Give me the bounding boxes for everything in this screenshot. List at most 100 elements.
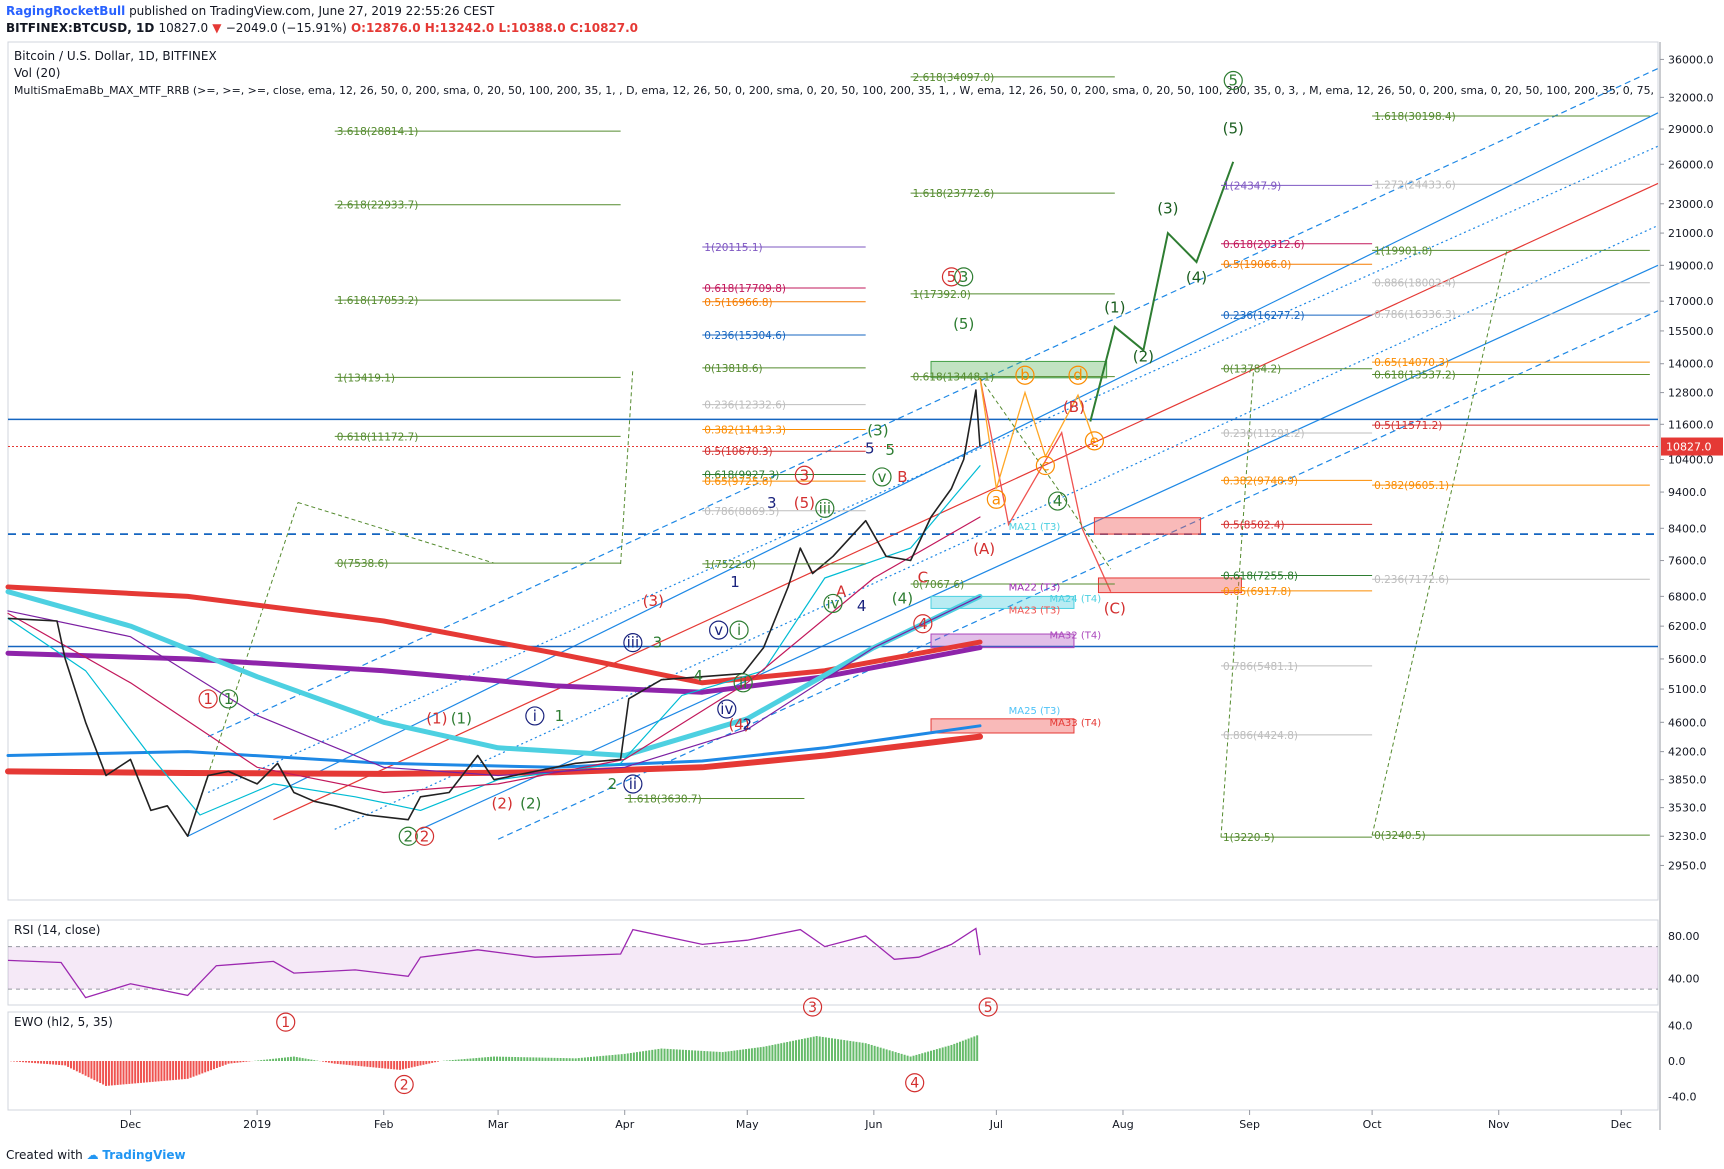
publish-line: RagingRocketBull published on TradingVie… <box>6 4 494 18</box>
elliott-wave-label: b <box>1020 366 1030 384</box>
y-tick-label: 6200.0 <box>1668 620 1707 633</box>
elliott-wave-label: 2 <box>608 775 618 793</box>
wave-label-circle <box>414 826 435 846</box>
trend-channel-line <box>273 182 1659 821</box>
down-arrow-icon: ▼ <box>212 21 222 35</box>
wave-label-circle <box>525 706 545 726</box>
y-tick-label: 26000.0 <box>1668 158 1714 171</box>
y-tick-label: 14000.0 <box>1668 358 1714 371</box>
x-tick-label: Feb <box>374 1118 393 1131</box>
elliott-wave-label: C <box>918 568 928 586</box>
elliott-wave-label: e <box>1090 432 1099 450</box>
elliott-wave-label: 5 <box>1228 72 1238 90</box>
wave-label-circle <box>815 498 835 518</box>
wave-label-circle <box>913 614 933 634</box>
x-tick-label: Jun <box>864 1118 882 1131</box>
fib-level-label: 0.618(13537.2) <box>1374 370 1456 382</box>
fib-level-label: 0(13784.2) <box>1223 364 1281 376</box>
wave-label-circle <box>954 267 974 287</box>
ma-legend-label: MA22 (T3) <box>1009 583 1061 594</box>
elliott-wave-label: 2 <box>403 827 413 845</box>
moving-average-line <box>5 584 983 686</box>
moving-average-line <box>5 589 983 758</box>
fib-level-label: 0(3240.5) <box>1374 830 1426 842</box>
chart-subtitle: Vol (20) <box>14 66 60 80</box>
wave-label-circle <box>398 826 418 846</box>
fib-level-label: 0.5(11571.2) <box>1374 420 1442 432</box>
rsi-line <box>7 927 981 999</box>
publish-info: published on TradingView.com, June 27, 2… <box>129 4 495 18</box>
elliott-wave-label: (5) <box>794 494 815 512</box>
elliott-wave-label: (3) <box>643 592 664 610</box>
elliott-wave-label: 5 <box>885 441 895 459</box>
y-tick-label: 10400.0 <box>1668 453 1714 466</box>
price-change: −2049.0 (−15.91%) <box>225 21 347 35</box>
last-price-badge <box>1661 437 1723 456</box>
wave-label-circle <box>198 689 218 709</box>
ewo-pane-frame <box>7 1011 1659 1111</box>
x-tick-label: Apr <box>615 1118 635 1131</box>
chart-canvas[interactable]: 36000.0 32000.0 29000.0 26000.0 23000.0 21000… <box>0 0 1724 1140</box>
ewo-wave-circle <box>905 1073 925 1093</box>
ma-legend-label: MA21 (T3) <box>1009 522 1061 533</box>
fib-level-label: 0.236(7172.6) <box>1374 574 1449 586</box>
projection-diagonal <box>620 368 634 564</box>
elliott-wave-label: c <box>1041 457 1049 475</box>
fib-level-label: 1(24347.9) <box>1223 180 1281 192</box>
x-tick-label: Aug <box>1112 1118 1133 1131</box>
elliott-wave-label: i <box>737 621 741 639</box>
elliott-wave-label: 2 <box>420 827 430 845</box>
wave-label-circle <box>872 467 892 487</box>
author-link[interactable]: RagingRocketBull <box>6 4 126 18</box>
fib-level-label: 0.65(14070.3) <box>1374 357 1449 369</box>
x-tick-label: 2019 <box>243 1118 271 1131</box>
fib-level-label: 1(19901.8) <box>1374 245 1432 257</box>
fib-level-label: 0(7538.6) <box>337 558 389 570</box>
y-tick-label: 23000.0 <box>1668 198 1714 211</box>
elliott-wave-label: i <box>533 707 537 725</box>
fib-level-label: 0.786(8869.5) <box>704 506 779 518</box>
y-tick-label: 5100.0 <box>1668 683 1707 696</box>
fib-level-label: 0.236(11291.2) <box>1223 428 1305 440</box>
fib-level-label: 0.5(19066.0) <box>1223 259 1291 271</box>
projection-diagonal <box>1371 250 1508 836</box>
elliott-wave-label: 4 <box>693 667 703 685</box>
elliott-wave-label: 3 <box>800 466 810 484</box>
y-tick-label: 5600.0 <box>1668 653 1707 666</box>
elliott-wave-label: ii <box>629 775 637 793</box>
forecast-path <box>979 377 1112 592</box>
y-tick-label: 4600.0 <box>1668 716 1707 729</box>
ohlc-open: O:12876.0 <box>350 21 421 35</box>
y-tick-label: 7600.0 <box>1668 555 1707 568</box>
fib-level-label: 0.5(8502.4) <box>1223 519 1285 531</box>
ohlc-line: BITFINEX:BTCUSD, 1D 10827.0 ▼ −2049.0 (−… <box>6 21 638 35</box>
elliott-wave-label: v <box>878 468 887 486</box>
elliott-wave-label: (2) <box>520 795 541 813</box>
trend-channel-line <box>187 112 1659 837</box>
fib-level-label: 0.236(12332.6) <box>704 400 786 412</box>
fib-level-label: 0.65(9725.8) <box>704 476 772 488</box>
ewo-wave-circle <box>394 1074 414 1095</box>
elliott-wave-label: (3) <box>867 422 888 440</box>
y-tick-label: 3850.0 <box>1668 774 1707 787</box>
tradingview-logo-icon: ☁ <box>86 1148 99 1162</box>
elliott-wave-label: 3 <box>959 268 969 286</box>
rsi-title: RSI (14, close) <box>14 923 100 937</box>
forecast-path <box>1089 161 1235 422</box>
elliott-wave-label: 4 <box>857 597 867 615</box>
x-tick-label: Dec <box>1611 1118 1632 1131</box>
elliott-wave-label: 4 <box>1053 492 1063 510</box>
chart-title: Bitcoin / U.S. Dollar, 1D, BITFINEX <box>14 49 217 63</box>
elliott-wave-label: B <box>897 468 907 486</box>
fib-level-label: 1.618(30198.4) <box>1374 111 1456 123</box>
fib-level-label: 0.236(16277.2) <box>1223 310 1305 322</box>
target-zone <box>1093 517 1202 535</box>
elliott-wave-label: d <box>1073 366 1083 384</box>
elliott-wave-label: 3 <box>767 494 777 512</box>
rsi-tick-label: 80.00 <box>1668 930 1700 943</box>
fib-level-label: 0.382(11413.3) <box>704 425 786 437</box>
fib-level-label: 2.618(34097.0) <box>913 72 995 84</box>
tradingview-brand[interactable]: TradingView <box>102 1148 186 1162</box>
ewo-wave-label: 4 <box>910 1076 919 1092</box>
price-pane-frame <box>7 41 1659 901</box>
